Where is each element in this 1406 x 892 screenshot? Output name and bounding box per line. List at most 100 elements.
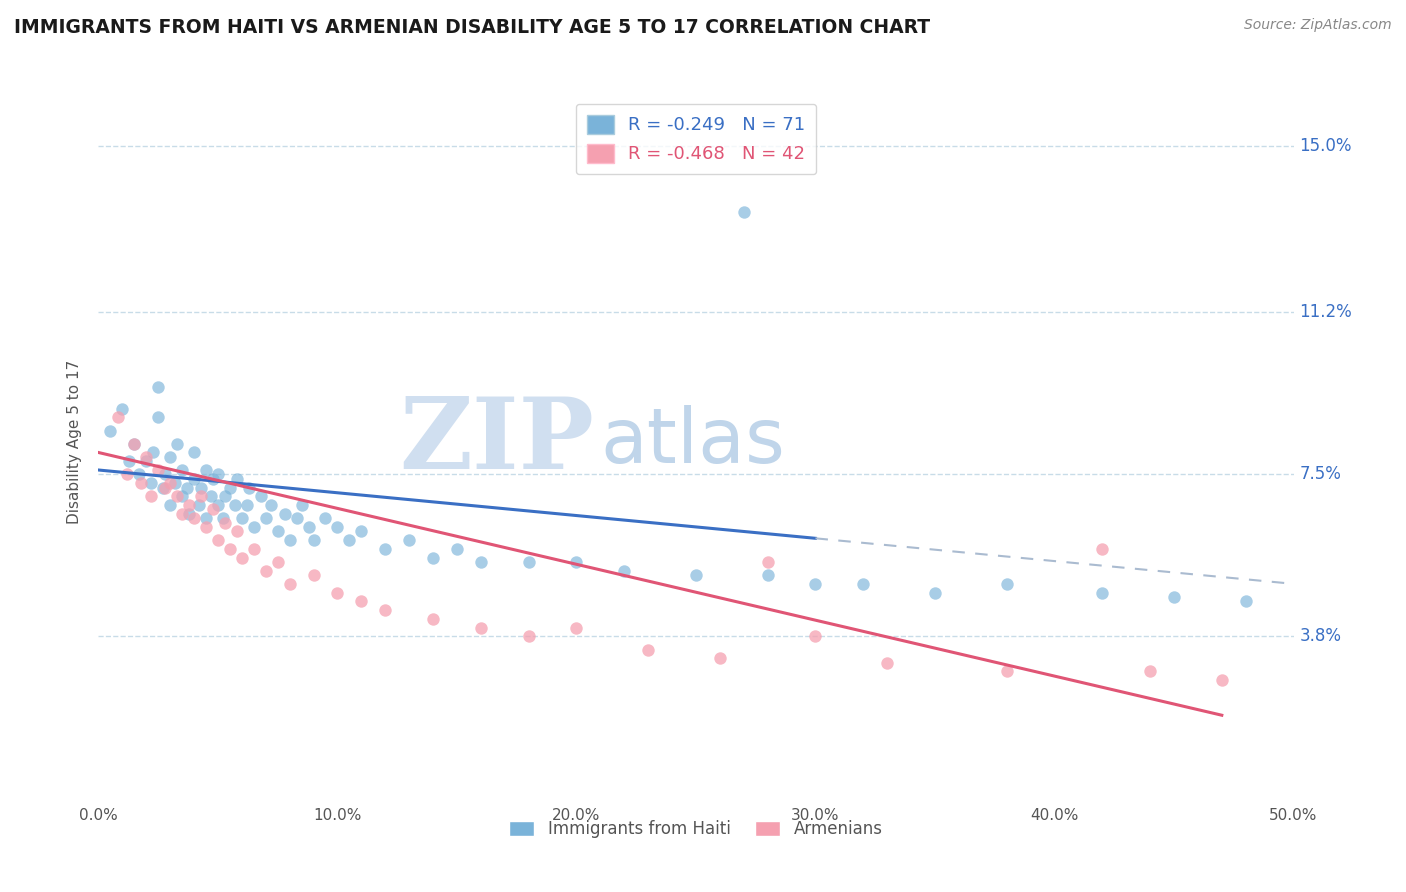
Point — [135, 454, 157, 468]
Point — [254, 511, 277, 525]
Point — [470, 621, 492, 635]
Point — [565, 555, 588, 569]
Point — [637, 642, 659, 657]
Point — [115, 467, 138, 482]
Point — [235, 498, 257, 512]
Point — [339, 533, 361, 547]
Point — [302, 568, 325, 582]
Point — [278, 577, 301, 591]
Point — [565, 621, 588, 635]
Point — [207, 498, 229, 512]
Point — [517, 629, 540, 643]
Point — [291, 498, 314, 512]
Point — [148, 463, 170, 477]
Point — [98, 424, 122, 438]
Point — [195, 511, 218, 525]
Point — [131, 476, 153, 491]
Point — [179, 507, 201, 521]
Point — [176, 481, 198, 495]
Point — [200, 489, 222, 503]
Point — [142, 445, 165, 459]
Point — [231, 550, 253, 565]
Text: atlas: atlas — [600, 405, 785, 478]
Point — [517, 555, 540, 569]
Point — [195, 520, 218, 534]
Point — [876, 656, 898, 670]
Point — [350, 594, 373, 608]
Point — [250, 489, 273, 503]
Point — [139, 489, 162, 503]
Point — [1234, 594, 1257, 608]
Text: Source: ZipAtlas.com: Source: ZipAtlas.com — [1244, 18, 1392, 32]
Point — [183, 445, 205, 459]
Point — [226, 524, 249, 539]
Point — [446, 541, 468, 556]
Point — [107, 410, 129, 425]
Point — [172, 507, 194, 521]
Point — [350, 524, 373, 539]
Point — [183, 472, 205, 486]
Point — [135, 450, 157, 464]
Point — [1091, 541, 1114, 556]
Text: 7.5%: 7.5% — [1299, 466, 1341, 483]
Point — [709, 651, 731, 665]
Point — [195, 463, 218, 477]
Point — [995, 665, 1018, 679]
Point — [326, 585, 349, 599]
Point — [128, 467, 150, 482]
Point — [274, 507, 297, 521]
Point — [804, 577, 827, 591]
Point — [155, 467, 177, 482]
Text: 11.2%: 11.2% — [1299, 303, 1353, 321]
Text: 15.0%: 15.0% — [1299, 137, 1353, 155]
Point — [159, 476, 181, 491]
Point — [267, 524, 290, 539]
Point — [285, 511, 308, 525]
Point — [166, 436, 188, 450]
Point — [159, 498, 181, 512]
Point — [152, 481, 174, 495]
Point — [172, 463, 194, 477]
Text: IMMIGRANTS FROM HAITI VS ARMENIAN DISABILITY AGE 5 TO 17 CORRELATION CHART: IMMIGRANTS FROM HAITI VS ARMENIAN DISABI… — [14, 18, 931, 37]
Point — [148, 380, 170, 394]
Point — [159, 450, 181, 464]
Point — [224, 498, 246, 512]
Point — [190, 481, 212, 495]
Point — [207, 533, 229, 547]
Point — [139, 476, 162, 491]
Point — [374, 541, 396, 556]
Point — [756, 555, 779, 569]
Point — [302, 533, 325, 547]
Point — [733, 204, 755, 219]
Point — [613, 564, 636, 578]
Point — [278, 533, 301, 547]
Point — [852, 577, 875, 591]
Point — [374, 603, 396, 617]
Point — [398, 533, 420, 547]
Point — [315, 511, 337, 525]
Point — [1163, 590, 1185, 604]
Y-axis label: Disability Age 5 to 17: Disability Age 5 to 17 — [67, 359, 83, 524]
Point — [1091, 585, 1114, 599]
Point — [1211, 673, 1233, 688]
Point — [238, 481, 260, 495]
Point — [214, 489, 236, 503]
Point — [924, 585, 946, 599]
Point — [995, 577, 1018, 591]
Point — [259, 498, 281, 512]
Point — [298, 520, 321, 534]
Point — [326, 520, 349, 534]
Point — [148, 410, 170, 425]
Point — [202, 502, 225, 516]
Point — [166, 489, 188, 503]
Point — [190, 489, 212, 503]
Point — [124, 436, 146, 450]
Point — [118, 454, 141, 468]
Point — [155, 481, 177, 495]
Point — [422, 550, 444, 565]
Point — [219, 481, 242, 495]
Legend: Immigrants from Haiti, Armenians: Immigrants from Haiti, Armenians — [502, 814, 890, 845]
Point — [179, 498, 201, 512]
Point — [1139, 665, 1161, 679]
Text: ZIP: ZIP — [399, 393, 595, 490]
